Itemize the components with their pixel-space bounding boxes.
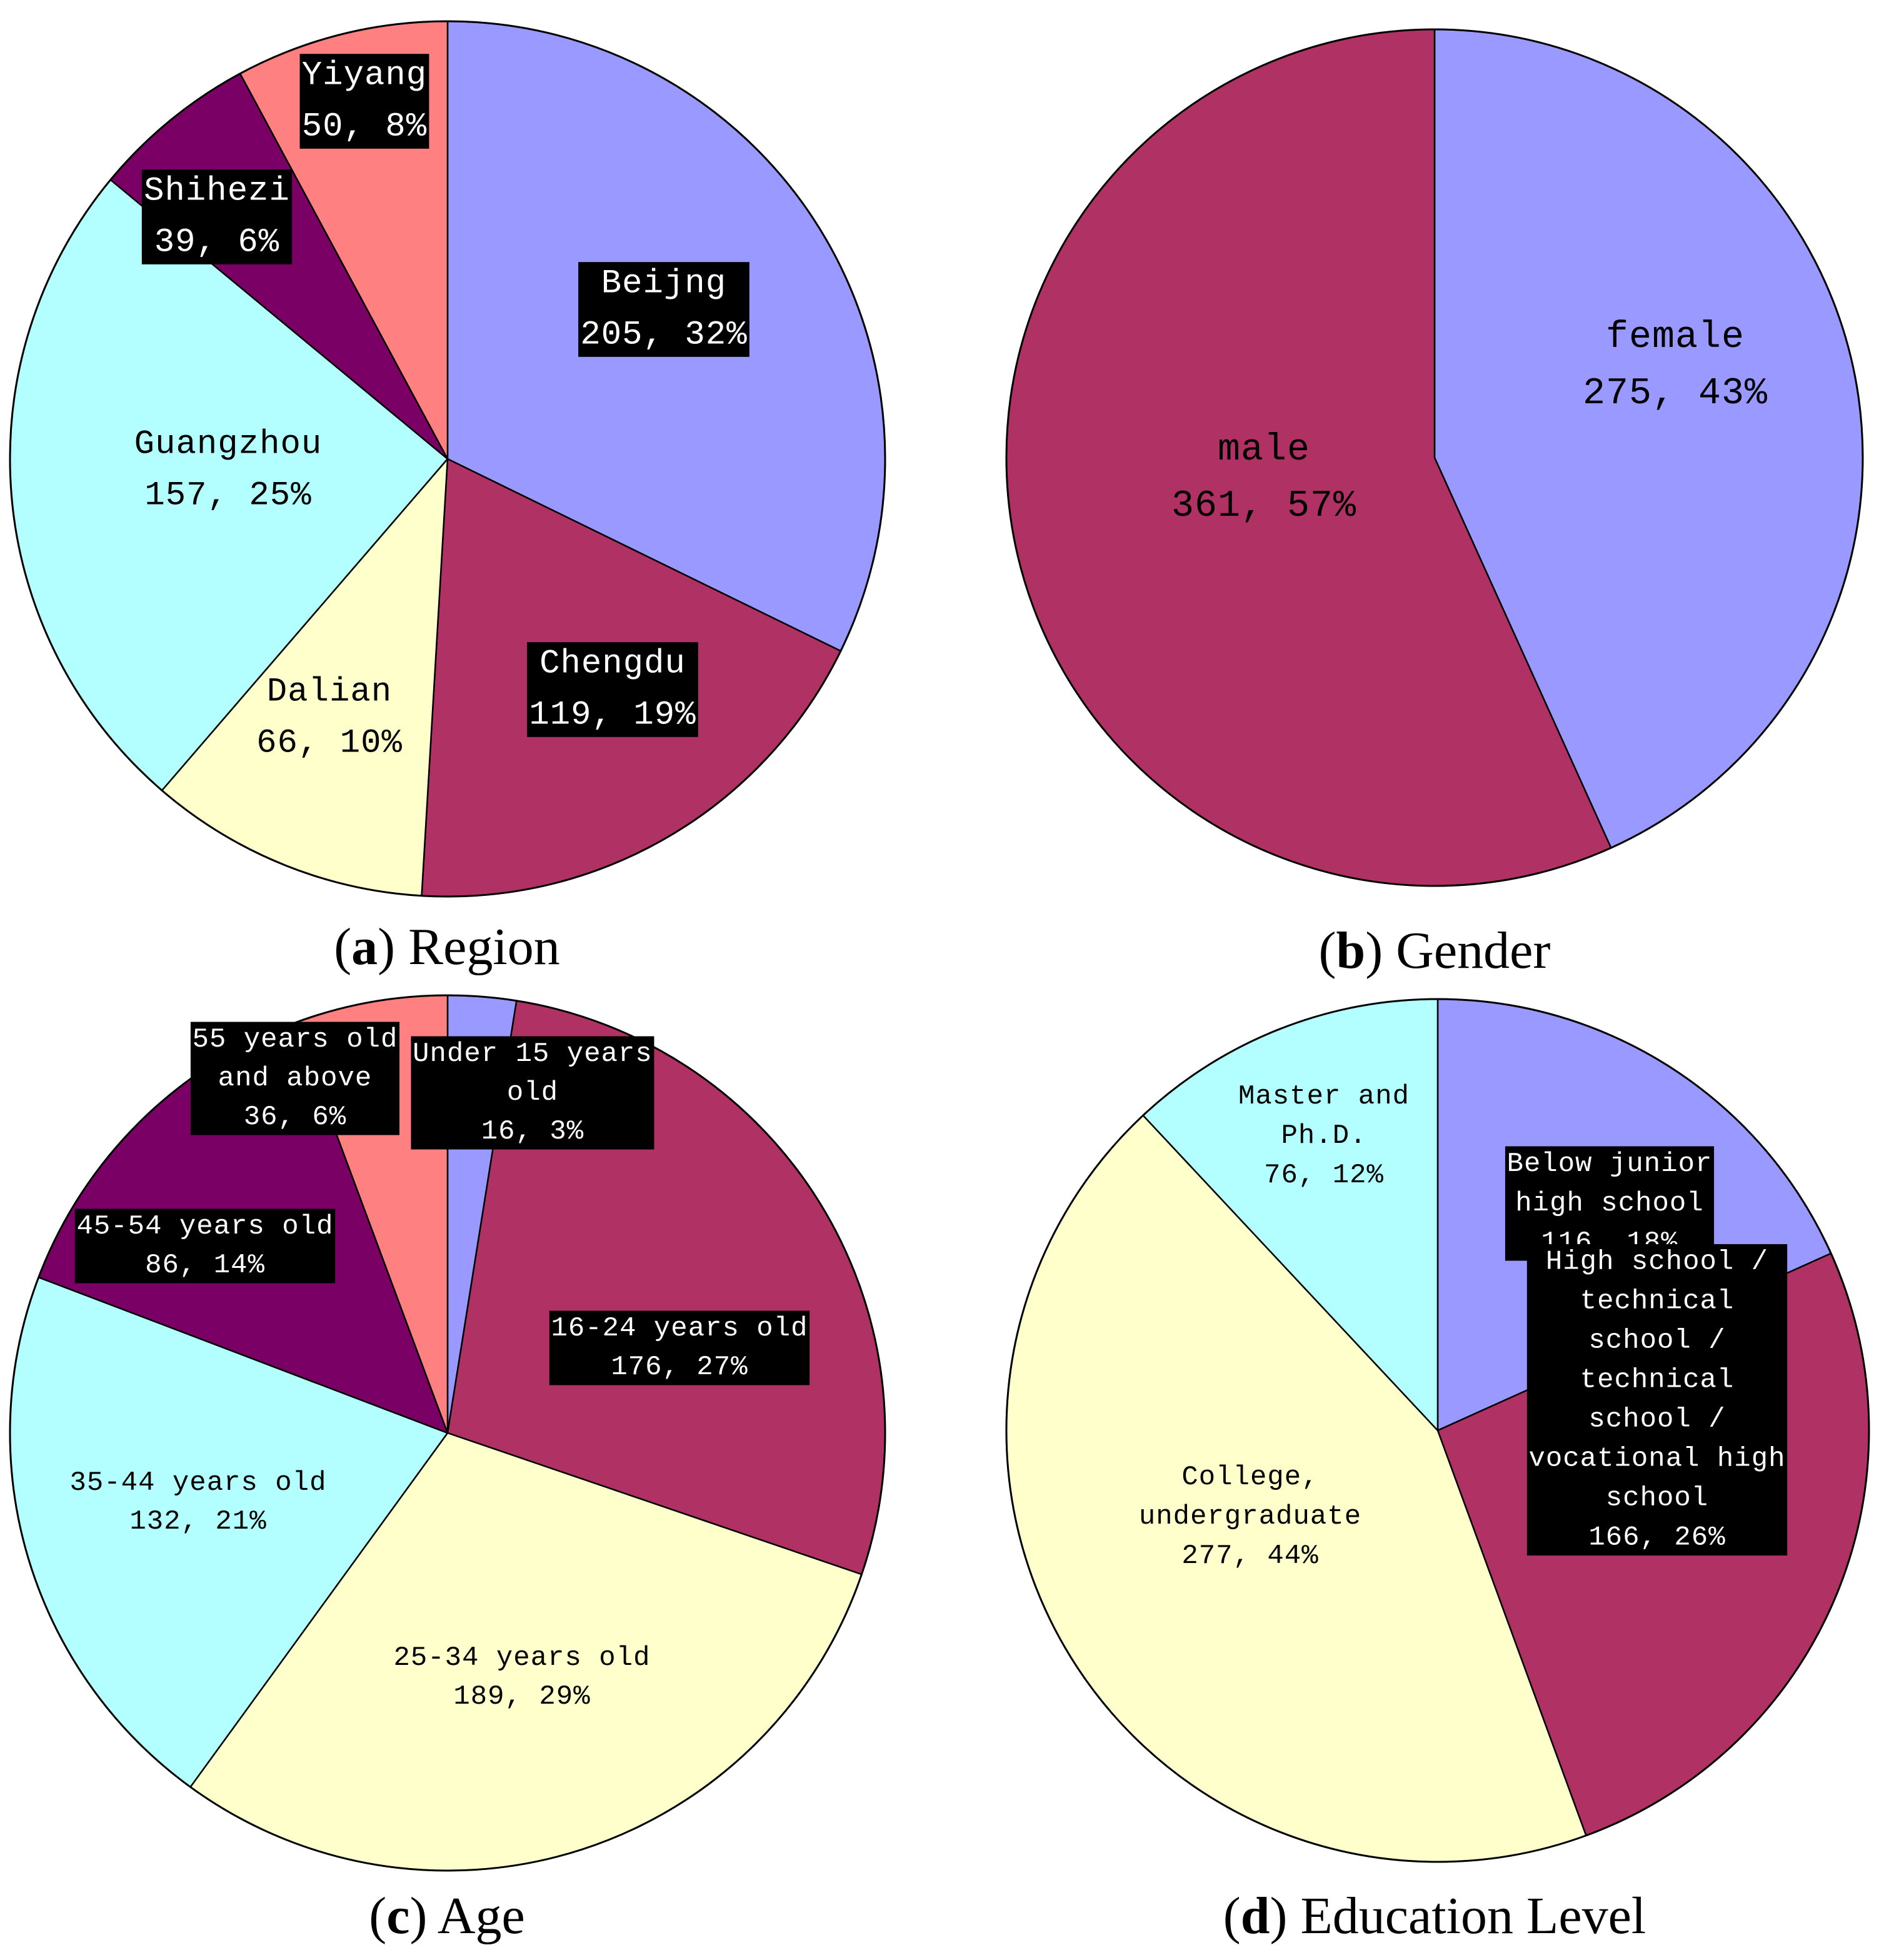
- caption-region: (a) Region: [334, 918, 560, 976]
- data-label-line: Ph.D.: [1281, 1120, 1366, 1152]
- pie-outline: [1005, 28, 1864, 887]
- data-label-high-school-technical-school-technical-school-vocational-high-school: High school / technical school / technical s…: [1526, 1244, 1788, 1556]
- data-label-line: 55 years old: [193, 1024, 398, 1055]
- data-label-line: 66, 10%: [256, 725, 403, 763]
- pie-chart-gender: female 275, 43% male 361, 57%: [1005, 28, 1864, 887]
- data-label-line: 25-34 years old: [393, 1642, 650, 1674]
- data-label-line: school /: [1588, 1325, 1725, 1357]
- caption-education-text: Education Level: [1300, 1887, 1646, 1945]
- caption-education-level: (d) Education Level: [1223, 1887, 1646, 1945]
- data-label-line: 39, 6%: [154, 224, 279, 262]
- caption-region-letter: a: [351, 918, 378, 976]
- data-label-line: female: [1606, 316, 1745, 359]
- caption-education-letter: d: [1241, 1887, 1270, 1945]
- data-label-line: old: [507, 1077, 558, 1108]
- data-label-35-44-years-old: 35-44 years old 132, 21%: [69, 1467, 326, 1537]
- caption-gender-text: Gender: [1396, 922, 1550, 980]
- data-label-female: female 275, 43%: [1583, 316, 1768, 415]
- data-label-line: 36, 6%: [244, 1102, 346, 1133]
- data-label-box: [1526, 1244, 1788, 1556]
- data-label-line: school /: [1588, 1404, 1725, 1435]
- data-label-line: Dalian: [267, 673, 392, 711]
- data-label-25-34-years-old: 25-34 years old 189, 29%: [393, 1642, 650, 1712]
- data-label-line: high school: [1515, 1188, 1703, 1219]
- data-label-line: undergraduate: [1139, 1501, 1361, 1532]
- data-label-box: [578, 262, 749, 357]
- data-label-box: [190, 1022, 400, 1135]
- data-label-master-and-ph-d: Master and Ph.D. 76, 12%: [1238, 1081, 1410, 1191]
- data-label-yiyang: Yiyang 50, 8%: [299, 54, 429, 149]
- data-label-dalian: Dalian 66, 10%: [256, 673, 403, 763]
- data-label-line: Shihezi: [144, 173, 290, 211]
- data-label-line: Master and: [1238, 1081, 1410, 1112]
- data-label-box: [74, 1209, 336, 1284]
- data-label-45-54-years-old: 45-54 years old 86, 14%: [74, 1209, 336, 1284]
- pie-chart-region: Beijng 205, 32% Chengdu 119, 19% Dalian 66, 1…: [9, 20, 886, 898]
- data-label-line: 277, 44%: [1181, 1540, 1318, 1572]
- data-label-55-years-old-and-above: 55 years old and above 36, 6%: [190, 1022, 400, 1135]
- data-label-line: school: [1606, 1483, 1708, 1514]
- data-label-chengdu: Chengdu 119, 19%: [527, 642, 698, 737]
- caption-region-text: Region: [408, 918, 560, 976]
- data-label-line: technical: [1580, 1365, 1735, 1396]
- data-label-line: 205, 32%: [580, 316, 747, 354]
- data-label-line: vocational high: [1528, 1444, 1785, 1475]
- caption-age: (c) Age: [369, 1887, 525, 1945]
- data-label-box: [1505, 1146, 1715, 1261]
- data-label-guangzhou: Guangzhou 157, 25%: [134, 426, 323, 515]
- data-label-beijng: Beijng 205, 32%: [578, 262, 749, 357]
- data-label-line: 45-54 years old: [76, 1211, 333, 1242]
- data-label-line: Below junior: [1507, 1148, 1713, 1180]
- data-label-college-undergraduate: College, undergraduate 277, 44%: [1139, 1462, 1361, 1572]
- data-label-shihezi: Shihezi 39, 6%: [141, 169, 293, 264]
- pie-chart-age: Under 15 years old 16, 3% 16-24 years old 17…: [9, 994, 886, 1872]
- data-label-line: Yiyang: [302, 57, 427, 95]
- data-label-line: 16, 3%: [481, 1116, 584, 1147]
- data-label-line: College,: [1181, 1462, 1318, 1493]
- data-label-line: technical: [1580, 1286, 1735, 1317]
- data-label-line: High school /: [1546, 1247, 1768, 1278]
- data-label-line: Guangzhou: [134, 426, 323, 464]
- data-label-line: 35-44 years old: [69, 1467, 326, 1499]
- data-label-line: 176, 27%: [611, 1352, 748, 1383]
- data-label-line: 189, 29%: [453, 1681, 590, 1712]
- caption-age-letter: c: [386, 1887, 409, 1945]
- data-label-line: male: [1218, 429, 1310, 471]
- pie-outline: [9, 20, 886, 898]
- data-label-line: 50, 8%: [302, 108, 427, 146]
- caption-age-text: Age: [438, 1887, 525, 1945]
- data-label-box: [299, 54, 429, 149]
- data-label-line: and above: [218, 1063, 373, 1094]
- pie-outline: [1005, 998, 1870, 1863]
- data-label-line: 275, 43%: [1583, 373, 1768, 415]
- data-label-16-24-years-old: 16-24 years old 176, 27%: [549, 1310, 810, 1385]
- data-label-line: 16-24 years old: [551, 1313, 808, 1344]
- data-label-line: 119, 19%: [529, 696, 696, 735]
- data-label-line: 86, 14%: [145, 1250, 265, 1281]
- data-label-box: [527, 642, 698, 737]
- data-label-line: 361, 57%: [1171, 485, 1356, 528]
- data-label-line: 76, 12%: [1264, 1160, 1384, 1191]
- data-label-box: [141, 169, 293, 264]
- data-label-line: Chengdu: [539, 645, 686, 683]
- caption-gender: (b) Gender: [1319, 922, 1551, 980]
- caption-gender-letter: b: [1336, 922, 1366, 980]
- pie-outline: [9, 994, 886, 1872]
- data-label-line: 166, 26%: [1588, 1522, 1725, 1554]
- data-label-under-15-years-old: Under 15 years old 16, 3%: [411, 1036, 654, 1150]
- data-label-box: [549, 1310, 810, 1385]
- data-label-line: Under 15 years: [413, 1038, 653, 1070]
- data-label-line: 157, 25%: [144, 477, 311, 515]
- data-label-box: [411, 1036, 654, 1150]
- data-label-line: 132, 21%: [129, 1506, 266, 1537]
- data-label-male: male 361, 57%: [1171, 429, 1356, 528]
- data-label-line: Beijng: [601, 265, 726, 303]
